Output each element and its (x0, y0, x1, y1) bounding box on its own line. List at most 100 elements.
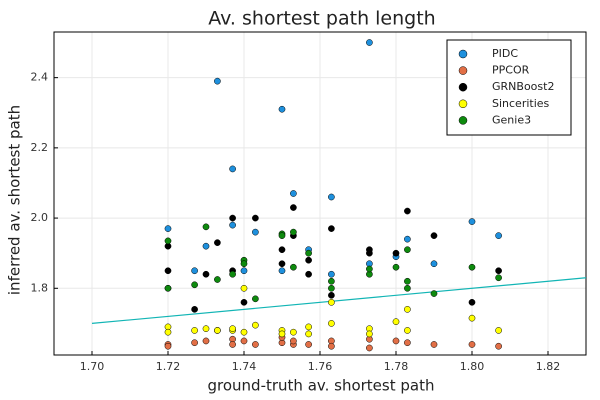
data-point (191, 306, 198, 313)
data-point (366, 39, 373, 46)
data-point (252, 228, 259, 236)
legend-marker (458, 66, 468, 75)
data-point (430, 232, 438, 239)
series-pidc (164, 39, 502, 292)
y-tick-label: 1.8 (31, 281, 49, 294)
data-point (229, 165, 236, 173)
data-point (229, 341, 236, 348)
data-point (404, 339, 411, 347)
data-point (290, 263, 297, 271)
legend-label: Genie3 (492, 113, 531, 126)
data-point (495, 274, 502, 282)
legend-marker (458, 99, 468, 109)
data-point (468, 341, 476, 348)
data-point (305, 270, 312, 278)
data-point (305, 330, 312, 338)
data-point (202, 325, 210, 333)
data-point (240, 260, 248, 268)
fit-line (91, 277, 587, 324)
data-point (392, 337, 400, 345)
data-point (252, 341, 259, 348)
x-tick-label: 1.76 (308, 360, 333, 373)
data-point (290, 228, 297, 236)
series-genie3 (164, 223, 502, 303)
data-point (305, 323, 312, 331)
data-point (214, 327, 221, 334)
x-tick-label: 1.72 (156, 360, 181, 373)
data-point (468, 263, 476, 271)
data-point (164, 328, 172, 336)
data-point (202, 242, 210, 250)
data-point (229, 221, 236, 229)
data-point (164, 284, 172, 292)
data-point (468, 298, 476, 306)
data-point (328, 277, 335, 285)
data-point (240, 328, 248, 336)
x-tick-label: 1.82 (536, 360, 561, 373)
data-point (305, 256, 312, 264)
data-point (164, 342, 172, 350)
x-tick-label: 1.70 (80, 360, 105, 373)
data-point (328, 342, 335, 350)
data-point (430, 290, 438, 297)
data-point (202, 337, 210, 345)
legend-label: PIDC (492, 47, 518, 60)
x-tick-label: 1.74 (232, 360, 257, 373)
data-point (404, 235, 411, 243)
chart-title: Av. shortest path length (208, 8, 435, 30)
data-point (202, 223, 210, 231)
series-grnboost2 (164, 204, 502, 313)
data-point (191, 327, 198, 334)
legend-marker (458, 82, 468, 92)
legend-label: Sincerities (492, 97, 550, 110)
data-point (164, 237, 172, 245)
x-axis-title: ground-truth av. shortest path (208, 377, 435, 395)
data-point (328, 320, 335, 327)
data-point (328, 298, 335, 306)
data-point (164, 267, 172, 275)
data-point (252, 214, 259, 222)
data-point (366, 344, 373, 352)
data-point (290, 337, 297, 345)
data-point (305, 341, 312, 348)
data-point (495, 327, 502, 334)
data-point (240, 267, 248, 275)
data-point (495, 232, 502, 239)
data-point (392, 318, 400, 325)
data-point (430, 341, 438, 348)
data-point (290, 204, 297, 211)
data-point (495, 342, 502, 350)
data-point (229, 270, 236, 278)
legend-box (446, 39, 572, 136)
data-point (404, 306, 411, 313)
data-point (252, 295, 259, 303)
data-point (191, 267, 198, 275)
data-point (191, 281, 198, 289)
data-point (328, 225, 335, 232)
legend-marker (458, 49, 468, 59)
legend: PIDC PPCOR GRNBoost2 Sincerities Genie3 (446, 39, 572, 136)
data-point (202, 270, 210, 278)
data-point (328, 270, 335, 278)
data-point (278, 232, 286, 239)
data-point (366, 249, 373, 257)
y-tick-label: 2.4 (31, 71, 49, 84)
data-point (214, 276, 221, 283)
x-tick-label: 1.78 (384, 360, 409, 373)
data-point (366, 265, 373, 273)
data-point (404, 246, 411, 254)
y-tick-label: 2.2 (31, 141, 49, 154)
data-point (468, 218, 476, 225)
data-point (278, 246, 286, 254)
data-point (290, 190, 297, 197)
data-point (252, 321, 259, 329)
legend-label: PPCOR (492, 64, 530, 77)
data-point (404, 327, 411, 334)
data-point (278, 267, 286, 275)
data-point (392, 249, 400, 257)
data-point (495, 267, 502, 275)
y-axis-title: inferred av. shortest path (6, 105, 24, 295)
data-point (278, 260, 286, 268)
data-point (392, 263, 400, 271)
data-point (328, 284, 335, 292)
